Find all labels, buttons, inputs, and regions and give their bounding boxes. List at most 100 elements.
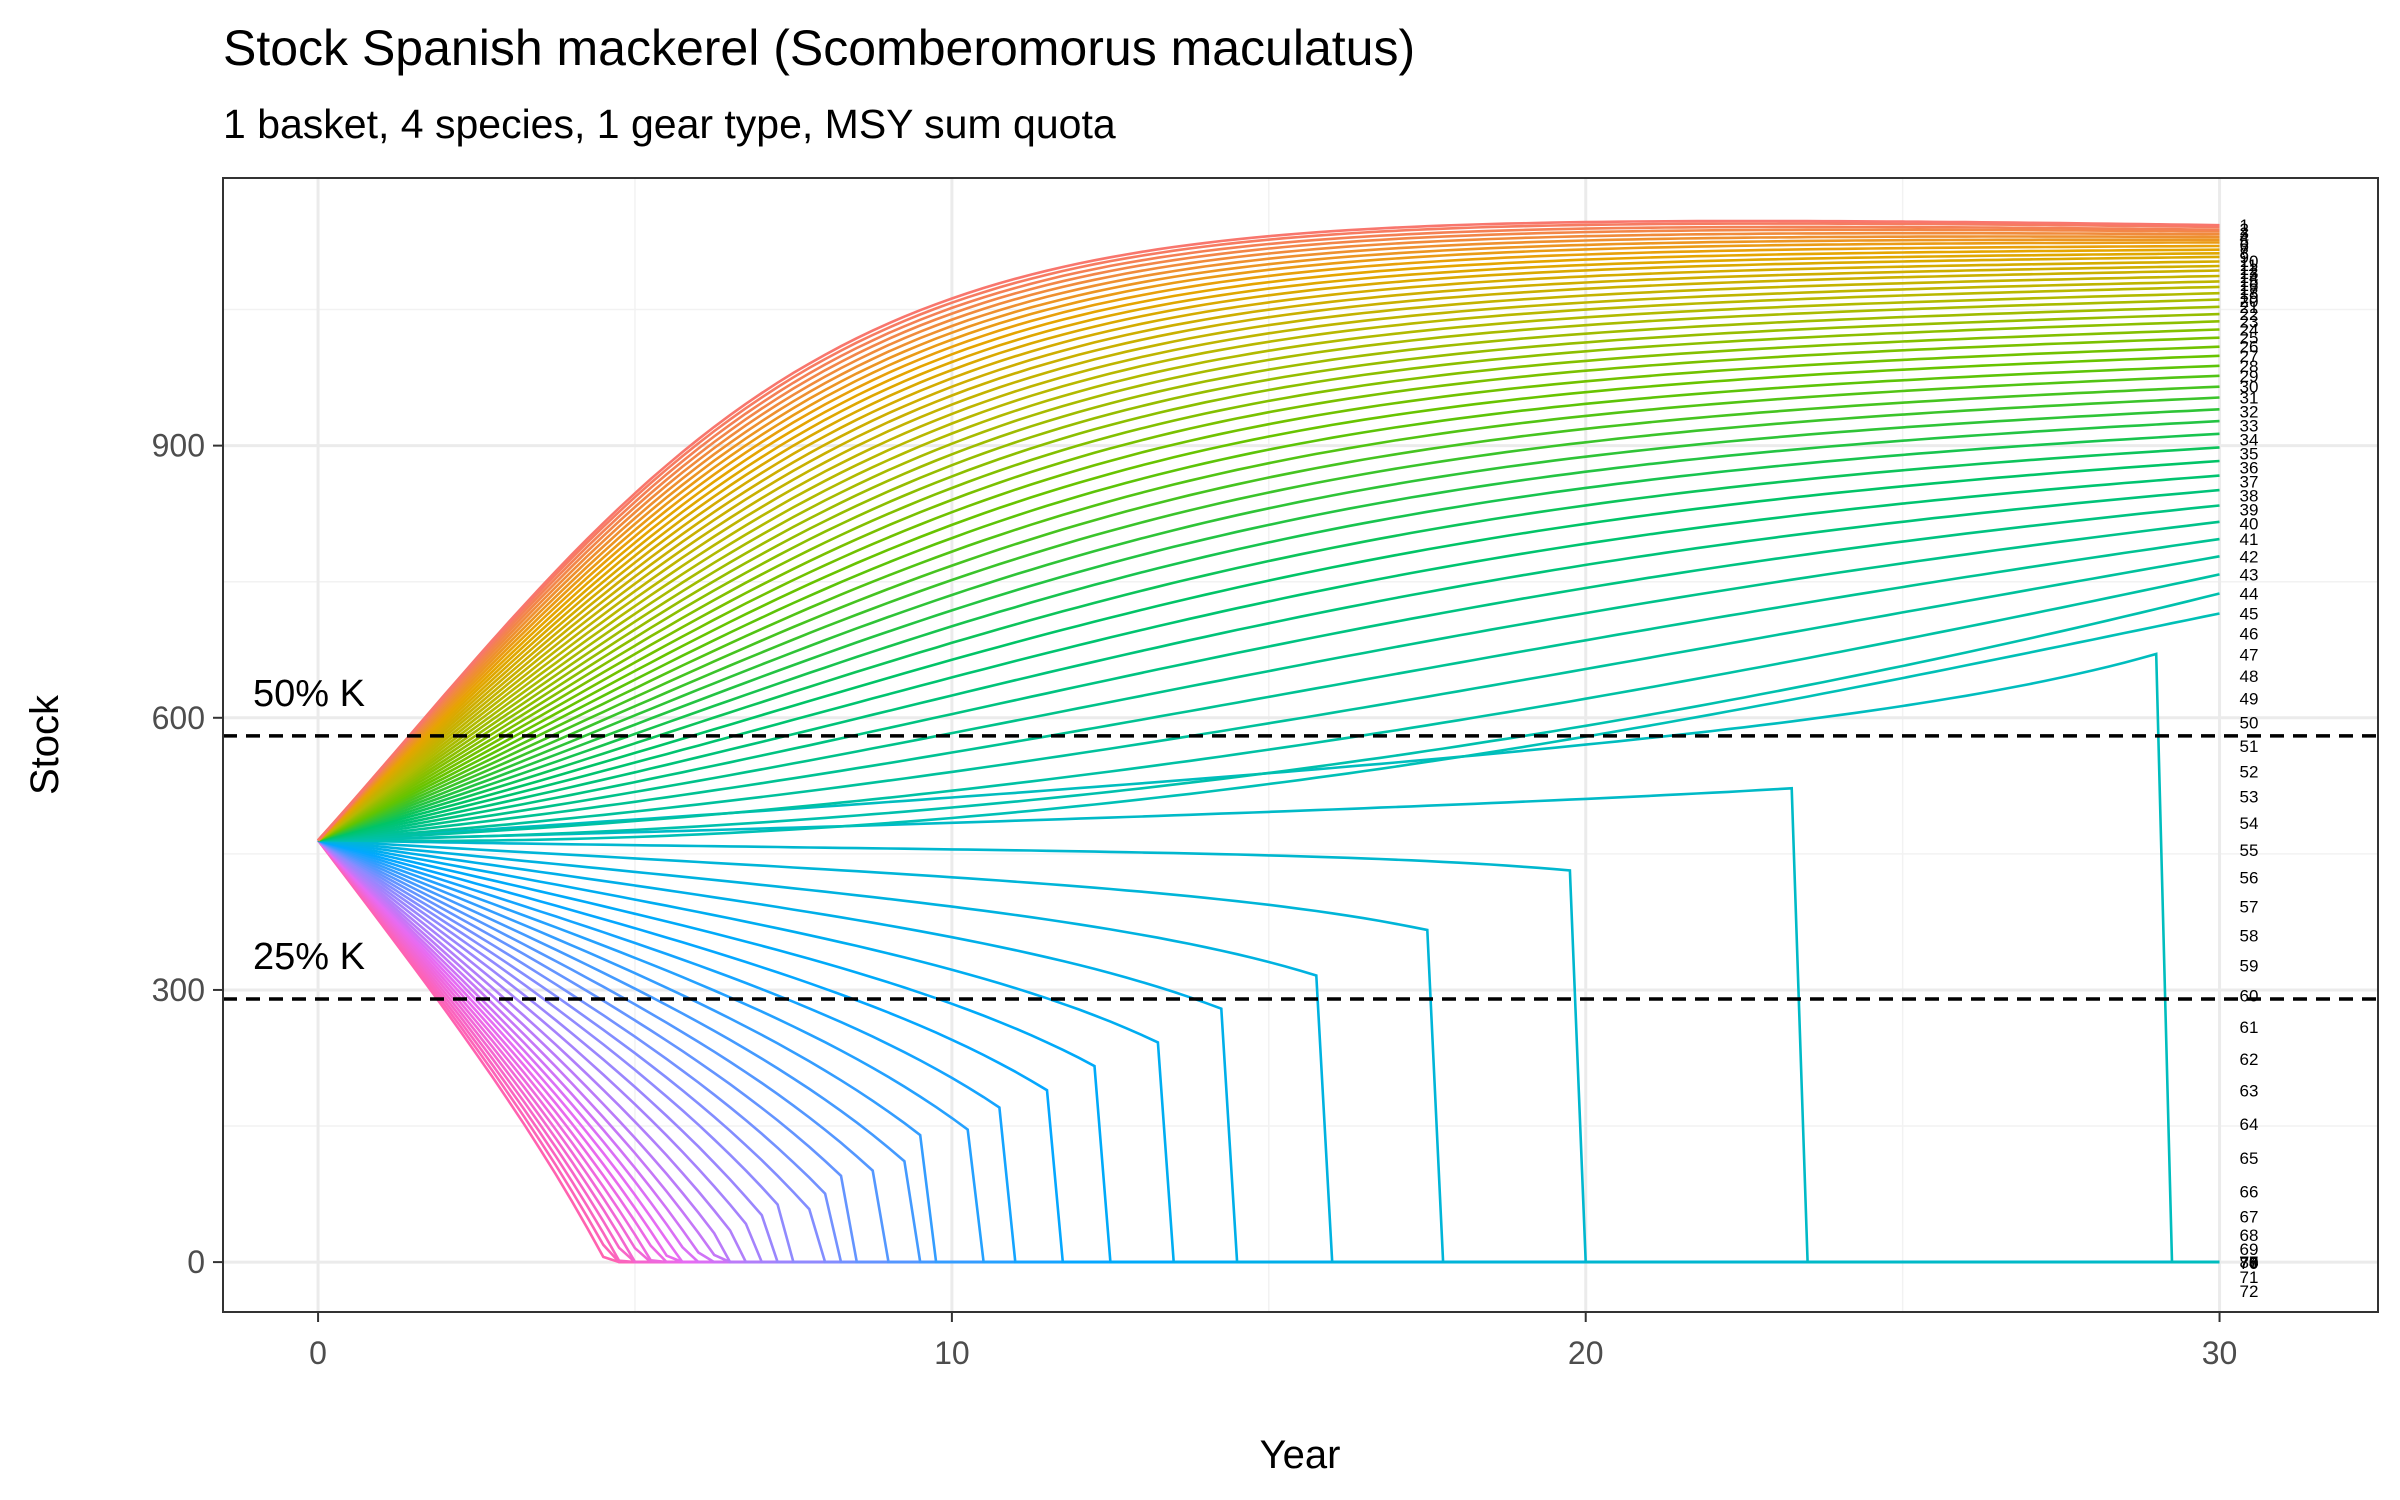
y-axis-title: Stock — [23, 694, 67, 795]
series-end-label: 8 — [2240, 244, 2249, 263]
series-line-42 — [318, 555, 2220, 842]
series-line-41 — [317, 537, 2220, 842]
series-line-2 — [317, 222, 2220, 842]
x-axis-ticks: 0 10 20 30 — [309, 1312, 2237, 1371]
series-end-label: 20 — [2240, 292, 2259, 311]
series-end-label: 75 — [2240, 1253, 2259, 1272]
series-lines — [317, 219, 2220, 1264]
series-line-30 — [317, 385, 2220, 842]
series-end-label: 67 — [2240, 1208, 2259, 1227]
series-line-45 — [318, 612, 2220, 843]
series-line-47 — [318, 786, 2220, 1264]
series-line-13 — [317, 260, 2220, 842]
series-end-label: 40 — [2240, 515, 2259, 534]
series-end-label: 19 — [2240, 288, 2259, 307]
series-line-10 — [317, 248, 2220, 842]
series-line-4 — [317, 228, 2220, 842]
series-end-label: 70 — [2240, 1254, 2259, 1273]
reference-line-label: 25% K — [253, 936, 365, 978]
series-line-37 — [317, 474, 2220, 842]
series-end-label: 73 — [2240, 1253, 2259, 1272]
y-tick-label: 900 — [152, 428, 205, 464]
reference-line-label: 50% K — [253, 673, 365, 715]
series-end-label: 14 — [2240, 268, 2259, 287]
series-end-label: 1 — [2240, 216, 2249, 235]
series-end-label: 13 — [2240, 264, 2259, 283]
series-line-9 — [317, 244, 2220, 842]
series-end-label: 24 — [2240, 321, 2259, 340]
series-end-labels: 1234567891011121314151617181920212223242… — [2240, 216, 2259, 1301]
series-end-label: 45 — [2240, 605, 2259, 624]
series-end-label: 56 — [2240, 869, 2259, 888]
series-end-label: 80 — [2240, 1253, 2259, 1272]
y-axis-ticks: 0 300 600 900 — [152, 428, 223, 1280]
series-line-25 — [317, 336, 2220, 842]
series-end-label: 28 — [2240, 357, 2259, 376]
series-end-label: 44 — [2240, 585, 2259, 604]
series-end-label: 37 — [2240, 473, 2259, 492]
series-end-label: 33 — [2240, 417, 2259, 436]
series-end-label: 60 — [2240, 986, 2259, 1005]
series-end-label: 30 — [2240, 378, 2259, 397]
series-end-label: 3 — [2240, 224, 2249, 243]
series-end-label: 38 — [2240, 487, 2259, 506]
x-tick-label: 20 — [1568, 1335, 1604, 1371]
series-end-label: 79 — [2240, 1253, 2259, 1272]
series-line-23 — [317, 320, 2220, 842]
series-end-label: 34 — [2240, 431, 2259, 450]
series-end-label: 66 — [2240, 1182, 2259, 1201]
series-end-label: 26 — [2240, 338, 2259, 357]
series-end-label: 68 — [2240, 1226, 2259, 1245]
series-end-label: 43 — [2240, 565, 2259, 584]
series-line-28 — [317, 364, 2220, 842]
reference-lines: 50% K 25% K — [223, 673, 2378, 1001]
series-end-label: 62 — [2240, 1050, 2259, 1069]
series-line-32 — [317, 408, 2220, 842]
series-end-label: 25 — [2240, 329, 2259, 348]
series-end-label: 27 — [2240, 347, 2259, 366]
series-end-label: 74 — [2240, 1253, 2259, 1272]
series-end-label: 58 — [2240, 927, 2259, 946]
plot-border — [222, 177, 2379, 1313]
series-end-label: 59 — [2240, 956, 2259, 975]
series-end-label: 10 — [2240, 252, 2259, 271]
series-end-label: 52 — [2240, 762, 2259, 781]
series-end-label: 31 — [2240, 389, 2259, 408]
series-end-label: 41 — [2240, 530, 2259, 549]
series-end-label: 35 — [2240, 445, 2259, 464]
series-end-label: 18 — [2240, 284, 2259, 303]
series-end-label: 77 — [2240, 1253, 2259, 1272]
series-line-35 — [317, 446, 2220, 842]
series-line-24 — [317, 328, 2220, 842]
series-end-label: 50 — [2240, 713, 2259, 732]
series-end-label: 22 — [2240, 305, 2259, 324]
series-end-label: 57 — [2240, 898, 2259, 917]
series-line-14 — [317, 264, 2220, 842]
series-end-label: 2 — [2240, 220, 2249, 239]
series-line-44 — [318, 592, 2220, 842]
series-end-label: 16 — [2240, 276, 2259, 295]
series-line-8 — [317, 241, 2220, 842]
series-end-label: 21 — [2240, 298, 2259, 317]
series-line-7 — [317, 238, 2220, 842]
series-end-label: 63 — [2240, 1082, 2259, 1101]
series-end-label: 23 — [2240, 312, 2259, 331]
series-line-40 — [317, 520, 2220, 842]
series-end-label: 12 — [2240, 260, 2259, 279]
series-line-18 — [317, 285, 2220, 842]
series-end-label: 64 — [2240, 1115, 2259, 1134]
series-line-36 — [317, 459, 2220, 842]
series-line-22 — [317, 312, 2220, 842]
y-tick-label: 300 — [152, 972, 205, 1008]
series-line-19 — [317, 291, 2220, 842]
series-line-1 — [317, 219, 2220, 842]
series-end-label: 4 — [2240, 228, 2249, 247]
series-end-label: 29 — [2240, 367, 2259, 386]
series-end-label: 78 — [2240, 1253, 2259, 1272]
series-line-43 — [318, 573, 2220, 842]
series-end-label: 76 — [2240, 1253, 2259, 1272]
x-tick-label: 30 — [2202, 1335, 2238, 1371]
series-line-39 — [317, 504, 2220, 842]
series-line-21 — [317, 305, 2220, 842]
